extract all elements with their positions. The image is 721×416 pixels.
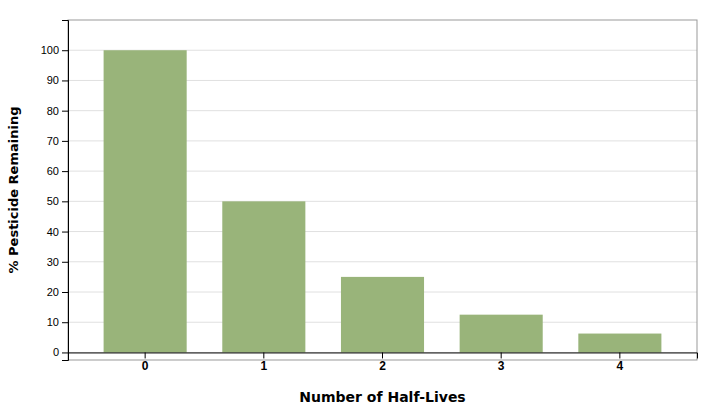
y-tick-mark: [62, 352, 68, 353]
bar: [460, 315, 543, 353]
x-axis: 0 1 2 3 4: [69, 352, 698, 373]
y-tick-mark: [62, 50, 68, 51]
x-tick-mark: [382, 352, 383, 358]
y-tick: 10: [47, 316, 68, 328]
y-axis-title: % Pesticide Remaining: [6, 107, 21, 274]
x-tick: 3: [498, 352, 505, 373]
y-tick-label: 0: [53, 346, 59, 358]
y-tick-mark: [62, 171, 68, 172]
grid: [68, 50, 697, 352]
bars: [104, 50, 662, 352]
y-tick-label: 70: [47, 135, 59, 147]
y-tick: 90: [47, 74, 68, 86]
y-tick-label: 60: [47, 165, 59, 177]
y-tick: 70: [47, 135, 68, 147]
bar: [104, 50, 187, 352]
y-tick-mark: [62, 322, 68, 323]
x-axis-line: [69, 353, 698, 359]
y-tick-mark: [62, 111, 68, 112]
x-tick: 2: [379, 352, 386, 373]
y-tick-label: 50: [47, 195, 59, 207]
x-tick: 4: [617, 352, 624, 373]
y-tick-label: 80: [47, 105, 59, 117]
y-tick-mark: [62, 232, 68, 233]
x-tick-label: 0: [142, 359, 149, 373]
x-tick-mark: [145, 352, 146, 358]
x-tick-label: 4: [617, 359, 624, 373]
y-tick: 40: [47, 226, 68, 238]
y-tick-label: 10: [47, 316, 59, 328]
y-tick: 80: [47, 105, 68, 117]
x-axis-title: Number of Half-Lives: [299, 389, 465, 405]
plot-frame: [68, 20, 697, 360]
y-axis: 0 10 20 30 40 50 60 70 80 90 100: [41, 21, 69, 361]
y-tick-label: 90: [47, 74, 59, 86]
y-tick-label: 100: [41, 44, 59, 56]
bar: [341, 277, 424, 353]
x-tick-label: 1: [260, 359, 267, 373]
x-tick: 0: [142, 352, 149, 373]
y-tick: 0: [53, 346, 68, 358]
y-tick-label: 30: [47, 256, 59, 268]
y-tick: 60: [47, 165, 68, 177]
bar: [578, 334, 661, 353]
y-tick-mark: [62, 201, 68, 202]
chart: 012340102030405060708090100Number of Hal…: [0, 0, 721, 416]
y-tick: 20: [47, 286, 68, 298]
plot: 012340102030405060708090100: [41, 20, 698, 373]
y-tick-mark: [62, 292, 68, 293]
x-tick-label: 2: [379, 359, 386, 373]
y-tick-mark: [62, 262, 68, 263]
y-tick-label: 40: [47, 226, 59, 238]
x-tick-mark: [619, 352, 620, 358]
y-tick-mark: [62, 80, 68, 81]
x-tick-label: 3: [498, 359, 505, 373]
x-tick: 1: [260, 352, 267, 373]
y-tick-mark: [62, 141, 68, 142]
y-tick: 50: [47, 195, 68, 207]
x-tick-mark: [263, 352, 264, 358]
y-axis-line: [62, 21, 69, 361]
x-tick-mark: [501, 352, 502, 358]
y-tick: 100: [41, 44, 68, 56]
y-tick: 30: [47, 256, 68, 268]
bar: [222, 201, 305, 352]
y-tick-label: 20: [47, 286, 59, 298]
